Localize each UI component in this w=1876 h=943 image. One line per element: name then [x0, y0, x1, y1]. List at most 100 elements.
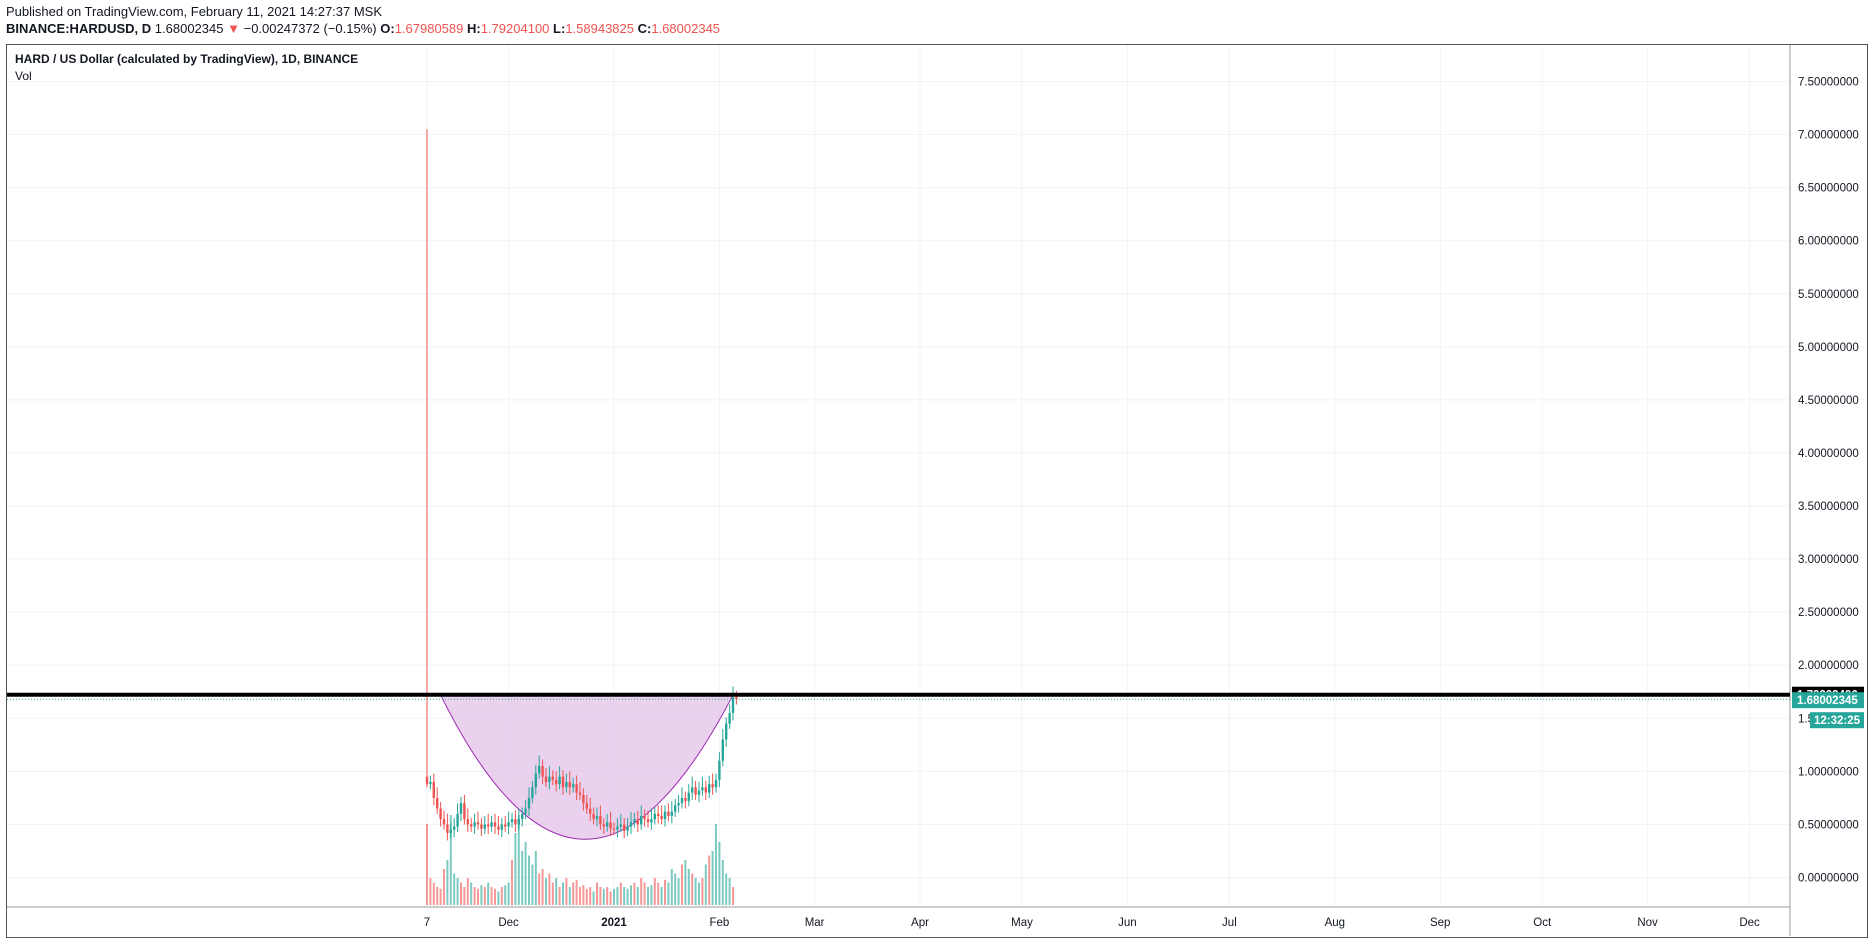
countdown-label: 12:32:25: [1814, 715, 1861, 727]
x-tick-label: Dec: [498, 917, 519, 929]
price-change: −0.00247372 (−0.15%): [243, 21, 377, 36]
volume-bar: [650, 885, 653, 905]
volume-bar: [436, 887, 439, 905]
volume-bar: [463, 887, 466, 905]
y-tick-label: 0.00000000: [1798, 873, 1859, 885]
volume-bar: [446, 860, 449, 905]
volume-bar: [728, 878, 731, 905]
volume-bar: [426, 824, 428, 905]
x-tick-label: Jun: [1118, 917, 1137, 929]
volume-bar: [575, 879, 578, 905]
volume-bar: [548, 873, 551, 905]
candle: [619, 824, 622, 827]
volume-bar: [521, 851, 524, 905]
volume-bar: [504, 885, 507, 905]
volume-bar: [711, 851, 714, 905]
candle: [582, 794, 585, 804]
y-tick-label: 0.50000000: [1798, 819, 1859, 831]
y-tick-label: 3.00000000: [1798, 554, 1859, 566]
candle: [575, 784, 578, 793]
chart-legend-title: HARD / US Dollar (calculated by TradingV…: [15, 52, 359, 66]
candle: [555, 779, 558, 785]
candle: [541, 766, 544, 777]
volume-bar: [704, 864, 707, 905]
x-tick-label: Aug: [1325, 917, 1345, 929]
x-tick-label: Feb: [709, 917, 729, 929]
candle: [544, 776, 548, 782]
y-tick-label: 5.50000000: [1798, 289, 1859, 301]
candle: [572, 784, 575, 788]
candle: [446, 824, 449, 833]
candle: [589, 808, 592, 814]
candle: [504, 824, 507, 827]
candle: [534, 773, 537, 788]
volume-bar: [708, 855, 711, 905]
volume-bar: [514, 833, 517, 905]
close-value: 1.68002345: [651, 21, 721, 36]
candle: [657, 813, 660, 816]
volume-bar: [470, 882, 473, 905]
y-tick-label: 4.00000000: [1798, 448, 1859, 460]
x-tick-label: Apr: [911, 917, 929, 929]
candle: [521, 813, 524, 820]
candle: [616, 826, 619, 830]
candle: [680, 797, 684, 804]
candle: [626, 826, 629, 831]
volume-bar: [599, 887, 602, 905]
volume-bar: [538, 873, 541, 905]
down-arrow-icon: ▼: [227, 21, 240, 36]
candle: [449, 829, 452, 833]
candle: [650, 819, 653, 823]
volume-bar: [429, 878, 432, 905]
candle: [510, 819, 514, 823]
volume-bar: [691, 873, 694, 905]
y-tick-label: 5.00000000: [1798, 342, 1859, 354]
candle: [602, 824, 605, 827]
x-tick-label: Mar: [805, 917, 825, 929]
volume-bar: [507, 882, 510, 905]
volume-bar: [619, 882, 622, 905]
low-value: 1.58943825: [565, 21, 634, 36]
candle: [500, 824, 503, 830]
candle: [592, 813, 595, 820]
volume-bar: [551, 882, 554, 905]
candle: [453, 826, 456, 830]
candle: [606, 822, 609, 827]
open-value: 1.67980589: [394, 21, 464, 36]
candle: [459, 803, 463, 814]
candle: [640, 815, 643, 825]
candle: [551, 776, 554, 780]
x-tick-label: Dec: [1739, 917, 1760, 929]
countdown-tag: [1810, 712, 1864, 729]
candle: [497, 826, 500, 830]
candle: [548, 776, 551, 782]
volume-bar: [694, 878, 697, 905]
volume-bar: [609, 891, 612, 905]
x-tick-label: May: [1011, 917, 1033, 929]
candle: [714, 779, 718, 788]
volume-bar: [721, 860, 724, 905]
volume-bar: [439, 888, 442, 905]
last-price: 1.68002345: [154, 21, 224, 36]
volume-legend: Vol: [15, 69, 32, 83]
volume-bar: [541, 869, 544, 905]
chart-frame[interactable]: [6, 44, 1868, 938]
high-label: H:: [467, 21, 481, 36]
cup-shape-outline: [440, 694, 734, 840]
y-tick-label: 4.50000000: [1798, 395, 1859, 407]
candle: [507, 822, 510, 827]
candle: [473, 822, 476, 827]
volume-bar: [466, 878, 469, 905]
candle: [636, 819, 639, 825]
volume-bar: [633, 882, 636, 905]
volume-bar: [579, 887, 581, 905]
candle: [517, 819, 520, 825]
candle: [653, 813, 656, 820]
candle: [684, 797, 687, 802]
published-line: Published on TradingView.com, February 1…: [6, 4, 382, 19]
candle: [480, 824, 483, 829]
candle: [490, 822, 493, 827]
candle: [660, 815, 663, 820]
candle: [629, 822, 633, 827]
